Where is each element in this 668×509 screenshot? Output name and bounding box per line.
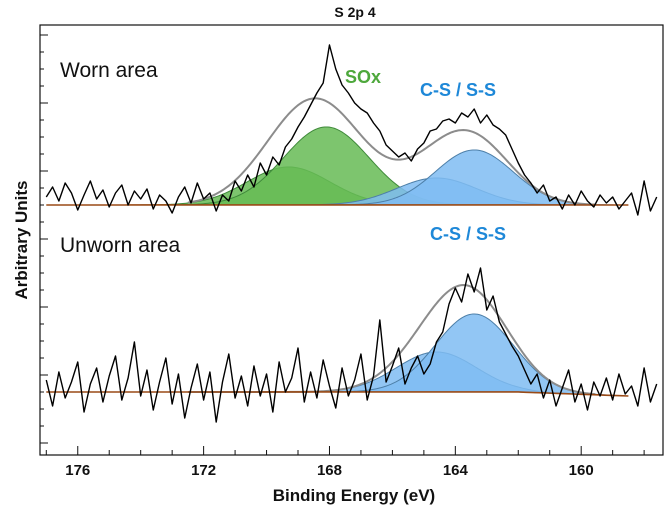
plot-frame	[39, 24, 664, 456]
x-tick-label: 164	[443, 462, 469, 479]
envelope-line	[187, 97, 596, 206]
annotation-sox: SOx	[345, 67, 381, 87]
y-axis	[40, 34, 48, 444]
panel-label-worn: Worn area	[60, 59, 158, 82]
y-axis-title: Arbitrary Units	[12, 180, 31, 299]
raw-spectrum-line	[45, 44, 658, 216]
x-axis-title: Binding Energy (eV)	[273, 486, 435, 505]
x-tick-label: 172	[191, 462, 216, 479]
panel-0	[45, 44, 658, 216]
x-tick-label: 176	[65, 462, 90, 479]
plot-area	[45, 44, 658, 423]
raw-spectrum-line	[45, 267, 658, 423]
x-tick-label: 160	[569, 462, 594, 479]
annotation-cs-unworn: C-S / S-S	[430, 224, 506, 244]
chart-title: S 2p 4	[334, 4, 375, 20]
panel-label-unworn: Unworn area	[60, 234, 181, 257]
x-tick-label: 168	[317, 462, 342, 479]
background-line	[46, 391, 629, 397]
x-axis: 176 172 168 164 160	[45, 446, 645, 479]
panel-1	[45, 267, 658, 423]
annotation-cs-worn: C-S / S-S	[420, 80, 496, 100]
